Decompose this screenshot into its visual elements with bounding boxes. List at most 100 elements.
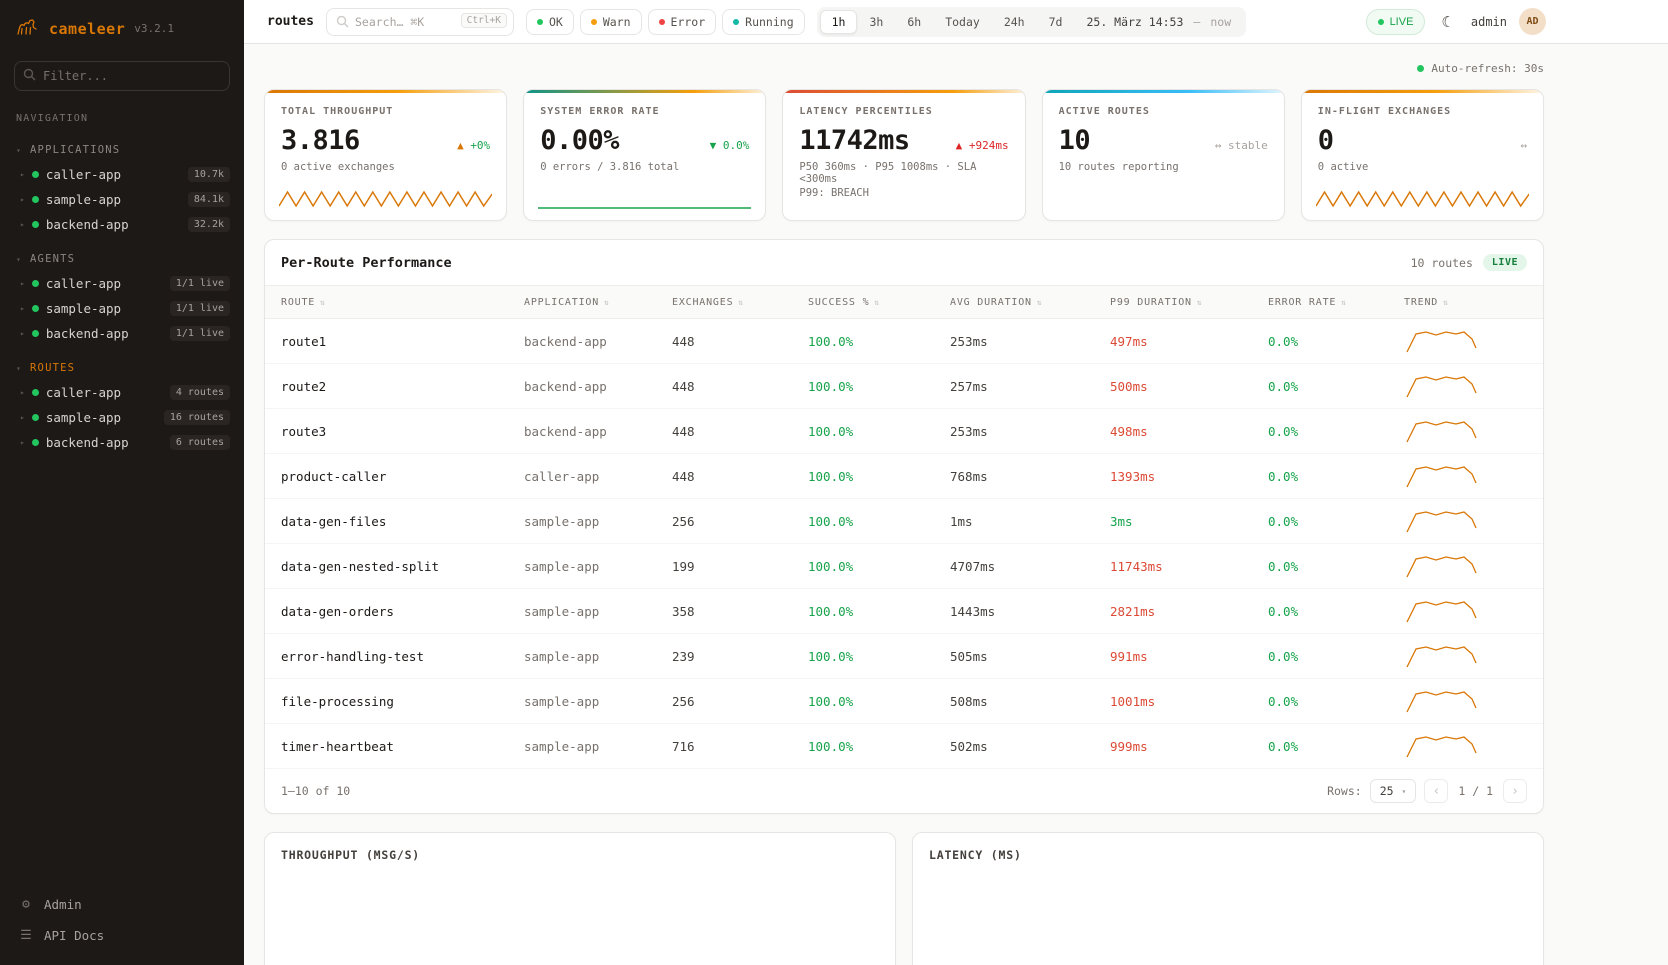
sidebar-item-badge: 6 routes	[169, 435, 230, 450]
table-row[interactable]: data-gen-orders sample-app 358 100.0% 14…	[265, 589, 1543, 634]
kpi-active-routes[interactable]: ACTIVE ROUTES 10 ↔ stable 10 routes repo…	[1041, 89, 1285, 221]
route-p99-duration: 2821ms	[1110, 603, 1156, 619]
sidebar-item-agent[interactable]: ▸ caller-app 1/1 live	[0, 271, 244, 296]
avatar[interactable]: AD	[1519, 8, 1546, 35]
kpi-inflight-exchanges[interactable]: IN-FLIGHT EXCHANGES 0 ↔ 0 active	[1300, 89, 1544, 221]
sidebar-item-agent[interactable]: ▸ backend-app 1/1 live	[0, 321, 244, 346]
chevron-right-icon: ▸	[20, 170, 25, 179]
sidebar-item-badge: 16 routes	[163, 410, 230, 425]
table-row[interactable]: data-gen-nested-split sample-app 199 100…	[265, 544, 1543, 589]
delta-down-icon: ▼	[709, 139, 717, 152]
content-area: Auto-refresh: 30s TOTAL THROUGHPUT 3.816…	[244, 44, 1668, 965]
column-header[interactable]: P99 DURATION ⇅	[1110, 297, 1268, 308]
sidebar-item-agent[interactable]: ▸ sample-app 1/1 live	[0, 296, 244, 321]
route-avg-duration: 1ms	[950, 513, 973, 529]
dark-mode-toggle[interactable]: ☾	[1437, 9, 1458, 35]
throughput-chart-canvas	[265, 874, 895, 965]
time-range-display[interactable]: 25. März 14:53 — now	[1074, 15, 1243, 29]
status-dot	[31, 305, 39, 312]
sidebar-item-route-group[interactable]: ▸ backend-app 6 routes	[0, 430, 244, 455]
search-input[interactable]	[326, 14, 447, 29]
kpi-error-rate[interactable]: SYSTEM ERROR RATE 0.00% ▼ 0.0% 0 errors …	[523, 89, 767, 221]
live-dot	[1377, 18, 1384, 25]
status-filter-chip[interactable]: Running	[722, 8, 805, 35]
table-footer: 1–10 of 10 Rows: 25 ▾ ‹ 1 / 1 ›	[265, 769, 1543, 813]
route-name: route2	[281, 378, 327, 394]
nav-caption: NAVIGATION	[16, 113, 89, 124]
table-row[interactable]: route1 backend-app 448 100.0% 253ms 497m…	[265, 319, 1543, 364]
sidebar-item-api-docs[interactable]: ☰ API Docs	[16, 922, 228, 949]
status-filter-chip[interactable]: Warn	[579, 8, 642, 35]
live-toggle[interactable]: LIVE	[1365, 8, 1426, 35]
route-success-pct: 100.0%	[808, 423, 854, 439]
rows-per-page-label: Rows:	[1327, 784, 1362, 798]
sidebar-item-label: sample-app	[45, 301, 122, 316]
range-button[interactable]: 6h	[895, 10, 933, 34]
next-page-button[interactable]: ›	[1503, 779, 1527, 803]
refresh-dot	[1417, 65, 1425, 72]
chevron-down-icon: ▾	[16, 363, 23, 373]
route-error-rate: 0.0%	[1268, 468, 1299, 484]
section-header-routes[interactable]: ▾ ROUTES	[0, 356, 244, 380]
sidebar-item-application[interactable]: ▸ sample-app 84.1k	[0, 187, 244, 212]
charts-row: THROUGHPUT (MSG/S) LATENCY (MS)	[264, 832, 1544, 965]
status-dot	[31, 389, 39, 396]
sidebar-item-route-group[interactable]: ▸ caller-app 4 routes	[0, 380, 244, 405]
table-row[interactable]: route3 backend-app 448 100.0% 253ms 498m…	[265, 409, 1543, 454]
route-trend-sparkline	[1404, 373, 1543, 399]
route-name: route3	[281, 423, 327, 439]
throughput-sparkline	[278, 184, 493, 214]
status-filter-chip[interactable]: OK	[525, 8, 574, 35]
kpi-subtext: P50 360ms · P95 1008ms · SLA <300ms	[799, 161, 977, 185]
status-dot	[31, 414, 39, 421]
column-header[interactable]: EXCHANGES ⇅	[672, 297, 808, 308]
search-icon	[23, 68, 36, 85]
sort-icon: ⇅	[874, 297, 881, 307]
sidebar-filter-input[interactable]	[14, 61, 230, 91]
kpi-value: 0	[1317, 125, 1334, 156]
column-header[interactable]: AVG DURATION ⇅	[950, 297, 1110, 308]
table-body: route1 backend-app 448 100.0% 253ms 497m…	[265, 319, 1543, 769]
table-row[interactable]: file-processing sample-app 256 100.0% 50…	[265, 679, 1543, 724]
app-logo[interactable]: cameleer v3.2.1	[0, 0, 244, 53]
range-button[interactable]: 1h	[819, 9, 858, 34]
column-header[interactable]: APPLICATION ⇅	[524, 297, 672, 308]
table-row[interactable]: timer-heartbeat sample-app 716 100.0% 50…	[265, 724, 1543, 769]
table-row[interactable]: route2 backend-app 448 100.0% 257ms 500m…	[265, 364, 1543, 409]
prev-page-button[interactable]: ‹	[1424, 779, 1449, 803]
section-header-applications[interactable]: ▾ APPLICATIONS	[0, 138, 244, 162]
section-header-agents[interactable]: ▾ AGENTS	[0, 247, 244, 271]
range-button[interactable]: 24h	[992, 10, 1037, 34]
route-application: sample-app	[524, 513, 600, 529]
range-button[interactable]: Today	[933, 10, 992, 34]
chevron-right-icon: ▸	[20, 413, 25, 422]
status-filter-chip[interactable]: Error	[647, 8, 717, 35]
sidebar-item-route-group[interactable]: ▸ sample-app 16 routes	[0, 405, 244, 430]
kpi-delta: ↔	[1520, 139, 1527, 152]
column-header[interactable]: ROUTE ⇅	[281, 297, 524, 308]
table-row[interactable]: error-handling-test sample-app 239 100.0…	[265, 634, 1543, 679]
inflight-sparkline	[1315, 184, 1530, 214]
time-range-group: 1h 3h 6h Today 24h 7d 25. März 14:53 — n…	[816, 6, 1247, 37]
sidebar-item-application[interactable]: ▸ backend-app 32.2k	[0, 212, 244, 237]
table-row[interactable]: data-gen-files sample-app 256 100.0% 1ms…	[265, 499, 1543, 544]
sidebar-item-application[interactable]: ▸ caller-app 10.7k	[0, 162, 244, 187]
kpi-label: LATENCY PERCENTILES	[799, 106, 933, 117]
kpi-latency-percentiles[interactable]: LATENCY PERCENTILES 11742ms ▲ +924ms P50…	[782, 89, 1026, 221]
per-route-performance-panel: Per-Route Performance 10 routes LIVE ROU…	[264, 239, 1544, 814]
column-header[interactable]: SUCCESS % ⇅	[808, 297, 950, 308]
range-button[interactable]: 3h	[857, 10, 895, 34]
sidebar-item-badge: 1/1 live	[169, 326, 230, 341]
column-header[interactable]: ERROR RATE ⇅	[1268, 297, 1404, 308]
range-button[interactable]: 7d	[1037, 10, 1075, 34]
route-error-rate: 0.0%	[1268, 648, 1299, 664]
chevron-right-icon: ▸	[20, 438, 25, 447]
rows-per-page-select[interactable]: 25 ▾	[1369, 779, 1417, 803]
status-dot	[31, 221, 39, 228]
kpi-total-throughput[interactable]: TOTAL THROUGHPUT 3.816 ▲ +0% 0 active ex…	[264, 89, 508, 221]
table-row[interactable]: product-caller caller-app 448 100.0% 768…	[265, 454, 1543, 499]
route-application: sample-app	[524, 603, 600, 619]
column-header[interactable]: TREND ⇅	[1404, 297, 1543, 308]
sidebar-item-admin[interactable]: ⚙ Admin	[16, 891, 228, 918]
route-exchanges: 199	[672, 558, 695, 574]
